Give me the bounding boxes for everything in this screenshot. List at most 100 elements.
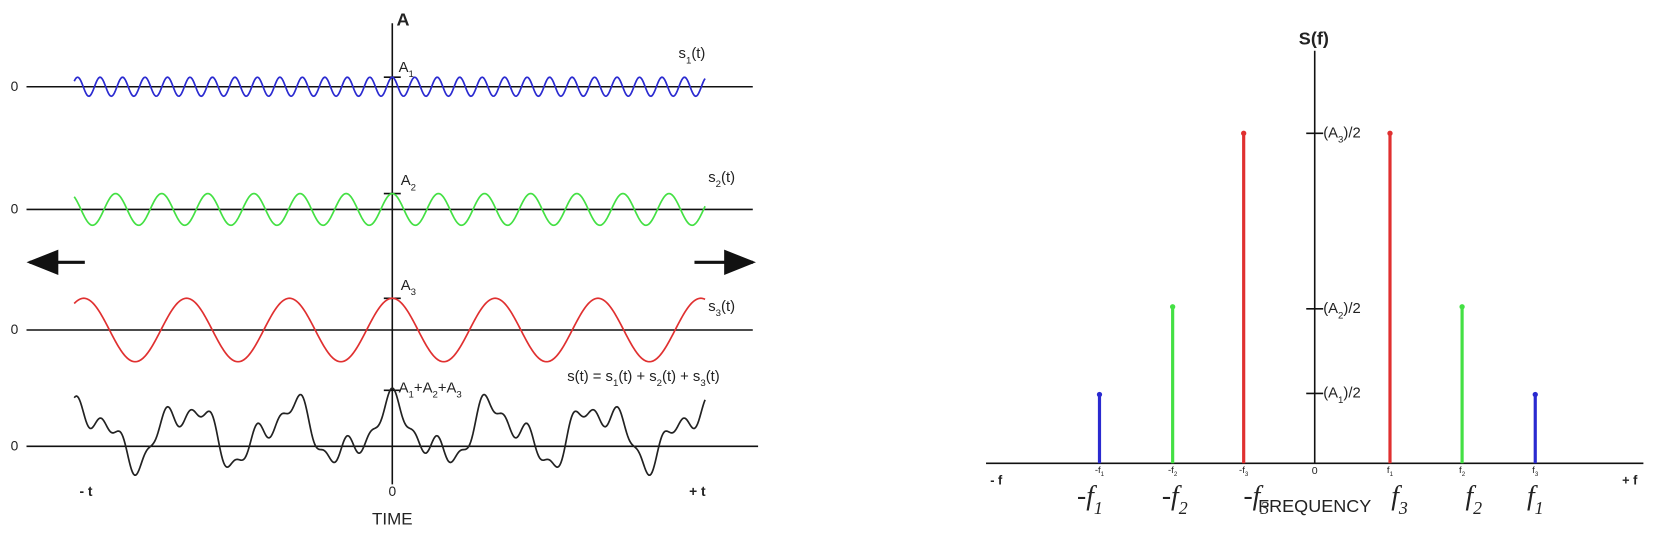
text-part: -f xyxy=(1168,465,1174,476)
peak-label: A1+A2+A3 xyxy=(399,380,462,400)
wave-s1 xyxy=(73,76,706,98)
text-part: f xyxy=(1391,480,1402,511)
subscript: 1 xyxy=(613,378,618,389)
subscript: 1 xyxy=(1101,471,1105,478)
subscript: 3 xyxy=(1259,498,1269,518)
text-part: A xyxy=(401,278,411,294)
wave-s3 xyxy=(73,297,706,363)
freq-label: -f1 xyxy=(1077,480,1103,519)
freq-label: f3 xyxy=(1391,480,1408,519)
x-label: 0 xyxy=(388,484,396,499)
small-freq-label: f2 xyxy=(1459,465,1466,478)
subscript: 3 xyxy=(1338,135,1343,146)
subscript: 2 xyxy=(657,378,662,389)
axis-label: TIME xyxy=(372,510,413,529)
text-part: (t) + s xyxy=(662,369,700,385)
text-part: A xyxy=(401,173,411,189)
subscript: 1 xyxy=(409,390,414,401)
subscript: 1 xyxy=(409,69,414,80)
signal-label: s3(t) xyxy=(708,299,735,319)
subscript: 3 xyxy=(1245,471,1249,478)
text-part: (t) xyxy=(721,170,735,186)
text-part: f xyxy=(1527,480,1538,511)
x-label: + t xyxy=(689,484,706,499)
axis-title: S(f) xyxy=(1299,28,1329,48)
subscript: 2 xyxy=(432,390,437,401)
subscript: 2 xyxy=(716,179,721,190)
small-freq-label: f3 xyxy=(1532,465,1539,478)
subscript: 2 xyxy=(411,182,416,193)
subscript: 3 xyxy=(1535,471,1539,478)
text-part: s(t) = s xyxy=(567,369,613,385)
text-part: (A xyxy=(1323,301,1338,317)
freq-label: f1 xyxy=(1527,480,1544,519)
text-part: )/2 xyxy=(1343,126,1360,142)
text-part: +A xyxy=(414,380,433,396)
level-label: (A3)/2 xyxy=(1323,126,1361,146)
subscript: 3 xyxy=(1398,498,1408,518)
text-part: -f xyxy=(1162,480,1182,511)
small-freq-label: f1 xyxy=(1387,465,1394,478)
level-label: (A2)/2 xyxy=(1323,301,1361,321)
subscript: 2 xyxy=(1338,310,1343,321)
text-part: (t) xyxy=(706,369,720,385)
frequency-domain-panel xyxy=(986,50,1644,465)
signal-label: s1(t) xyxy=(679,46,706,66)
stem-tip xyxy=(1387,130,1393,136)
subscript: 1 xyxy=(686,55,691,66)
stem-tip xyxy=(1532,391,1538,398)
zero-label: 0 xyxy=(11,79,19,94)
peak-label: A2 xyxy=(401,173,416,193)
subscript: 2 xyxy=(1179,498,1188,518)
wave-sum xyxy=(73,387,706,477)
subscript: 3 xyxy=(700,378,705,389)
text-part: A xyxy=(399,60,409,76)
text-part: A xyxy=(399,380,409,396)
stem-tip xyxy=(1459,304,1465,310)
x-end: + f xyxy=(1622,473,1638,487)
text-part: +A xyxy=(438,380,457,396)
small-freq-label: -f3 xyxy=(1239,465,1249,478)
text-part: f xyxy=(1387,465,1390,476)
subscript: 1 xyxy=(1535,498,1544,518)
origin-label: 0 xyxy=(1312,465,1318,477)
stem-tip xyxy=(1169,304,1176,310)
text-part: (t) + s xyxy=(618,369,656,385)
axis-title: A xyxy=(397,9,410,29)
stem-tip xyxy=(1241,130,1247,136)
freq-label: f2 xyxy=(1465,480,1482,519)
zero-label: 0 xyxy=(11,202,19,217)
text-part: )/2 xyxy=(1343,301,1360,317)
text-part: f xyxy=(1465,480,1476,511)
text-part: (A xyxy=(1323,126,1338,142)
subscript: 1 xyxy=(1094,498,1103,518)
x-end: - f xyxy=(990,473,1003,487)
text-part: (A xyxy=(1323,386,1338,402)
zero-label: 0 xyxy=(11,322,19,337)
subscript: 2 xyxy=(1462,471,1466,478)
subscript: 3 xyxy=(411,287,416,298)
text-part: -f xyxy=(1239,465,1245,476)
subscript: 2 xyxy=(1174,471,1178,478)
subscript: 1 xyxy=(1338,395,1343,406)
subscript: 2 xyxy=(1473,498,1482,518)
subscript: 1 xyxy=(1390,471,1394,478)
text-part: s xyxy=(679,46,686,62)
level-label: (A1)/2 xyxy=(1323,386,1361,406)
x-label: - t xyxy=(80,484,93,499)
equation-label: s(t) = s1(t) + s2(t) + s3(t) xyxy=(567,369,720,389)
axis-label: FREQUENCY xyxy=(1258,496,1371,516)
small-freq-label: -f1 xyxy=(1095,465,1105,478)
time-domain-panel xyxy=(26,23,759,485)
wave-s2 xyxy=(73,192,706,227)
text-part: )/2 xyxy=(1343,386,1360,402)
text-part: -f xyxy=(1244,480,1264,511)
text-part: (t) xyxy=(691,46,705,62)
freq-label: -f3 xyxy=(1244,480,1270,519)
subscript: 3 xyxy=(716,308,721,319)
text-part: -f xyxy=(1077,480,1097,511)
text-part: -f xyxy=(1095,465,1101,476)
text-part: f xyxy=(1459,465,1462,476)
